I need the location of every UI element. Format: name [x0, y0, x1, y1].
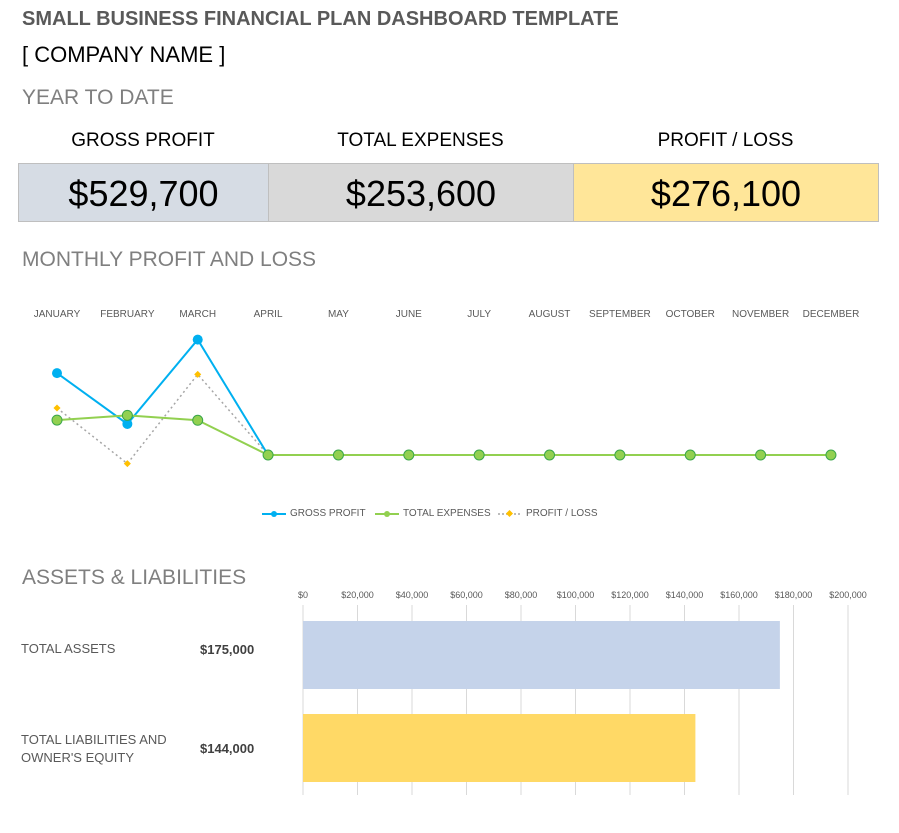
data-point: [51, 414, 63, 426]
assets-bar-chart: [302, 605, 849, 795]
axis-tick-label: $0: [297, 590, 308, 600]
data-point: [53, 404, 61, 412]
profit-loss-legend-icon: [498, 509, 522, 517]
axis-tick-label: $200,000: [829, 590, 867, 600]
axis-tick-label: $160,000: [720, 590, 758, 600]
profit-loss-label: PROFIT / LOSS: [657, 130, 794, 151]
total-assets-value: $175,000: [200, 642, 255, 657]
month-label: JUNE: [395, 309, 422, 320]
month-label: NOVEMBER: [731, 309, 790, 320]
assets-section-title: ASSETS & LIABILITIES: [22, 566, 247, 589]
axis-tick-label: $80,000: [504, 590, 538, 600]
series-line-0: [56, 337, 831, 456]
total-expenses-legend-icon: [375, 510, 399, 517]
legend-label: TOTAL EXPENSES: [403, 508, 491, 519]
month-label: FEBRUARY: [100, 309, 155, 320]
data-point: [192, 414, 204, 426]
ytd-section-title: YEAR TO DATE: [22, 86, 174, 109]
data-point: [473, 449, 485, 461]
total-expenses-value: $253,600: [268, 163, 574, 222]
month-label: SEPTEMBER: [589, 309, 651, 320]
page-title: SMALL BUSINESS FINANCIAL PLAN DASHBOARD …: [22, 8, 619, 30]
data-point: [123, 460, 131, 468]
axis-tick-label: $20,000: [341, 590, 374, 600]
month-label: MAY: [327, 309, 349, 320]
data-point: [192, 334, 203, 345]
legend-total-expenses: TOTAL EXPENSES: [375, 508, 491, 519]
bar: [303, 621, 780, 689]
profit-loss-value: $276,100: [573, 163, 879, 222]
monthly-line-chart: [51, 334, 837, 468]
data-point: [121, 409, 133, 421]
gross-profit-value: $529,700: [18, 163, 269, 222]
company-name: [ COMPANY NAME ]: [22, 42, 226, 67]
series-line-1: [56, 414, 831, 456]
total-expenses-label: TOTAL EXPENSES: [337, 130, 504, 151]
month-label: JULY: [467, 309, 492, 320]
legend-label: GROSS PROFIT: [290, 508, 366, 519]
monthly-section-title: MONTHLY PROFIT AND LOSS: [22, 248, 317, 271]
month-label: APRIL: [253, 309, 283, 320]
data-point: [614, 449, 626, 461]
month-label: DECEMBER: [802, 309, 860, 320]
month-label: OCTOBER: [665, 309, 715, 320]
gross-profit-legend-icon: [262, 510, 286, 517]
axis-tick-label: $40,000: [395, 590, 429, 600]
data-point: [403, 449, 415, 461]
data-point: [544, 449, 556, 461]
axis-tick-label: $60,000: [450, 590, 483, 600]
axis-tick-label: $180,000: [774, 590, 813, 600]
month-label: JANUARY: [33, 309, 81, 320]
legend-gross-profit: GROSS PROFIT: [262, 508, 366, 519]
data-point: [332, 449, 344, 461]
legend-profit-loss: PROFIT / LOSS: [498, 508, 598, 519]
total-liabilities-value: $144,000: [200, 741, 255, 756]
data-point: [52, 368, 62, 379]
bar: [303, 714, 696, 782]
data-point: [755, 449, 767, 461]
total-assets-label: TOTAL ASSETS: [21, 641, 116, 656]
data-point: [825, 449, 837, 461]
data-point: [122, 418, 133, 429]
legend-label: PROFIT / LOSS: [526, 508, 598, 519]
axis-tick-label: $140,000: [665, 590, 704, 600]
month-label: MARCH: [179, 309, 217, 320]
gross-profit-label: GROSS PROFIT: [71, 130, 215, 151]
axis-tick-label: $120,000: [611, 590, 649, 600]
month-label: AUGUST: [528, 309, 571, 320]
data-point: [684, 449, 696, 461]
data-point: [194, 370, 202, 378]
axis-tick-label: $100,000: [556, 590, 595, 600]
data-point: [262, 449, 274, 461]
total-liabilities-label: TOTAL LIABILITIES AND OWNER'S EQUITY: [21, 732, 167, 765]
